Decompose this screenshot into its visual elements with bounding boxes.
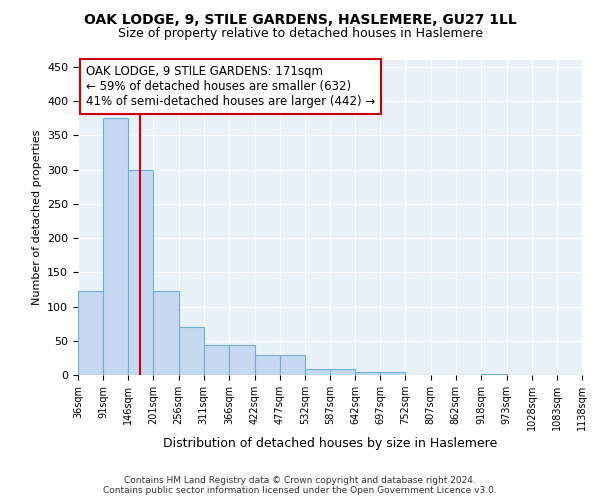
Text: OAK LODGE, 9, STILE GARDENS, HASLEMERE, GU27 1LL: OAK LODGE, 9, STILE GARDENS, HASLEMERE, … [83, 12, 517, 26]
Bar [582, 374, 600, 375]
Bar [229, 345, 254, 375]
Bar [103, 118, 128, 375]
Bar [204, 345, 229, 375]
Bar [355, 372, 380, 375]
Bar [330, 369, 355, 375]
Text: Size of property relative to detached houses in Haslemere: Size of property relative to detached ho… [118, 28, 482, 40]
Bar [254, 355, 280, 375]
X-axis label: Distribution of detached houses by size in Haslemere: Distribution of detached houses by size … [163, 437, 497, 450]
Bar [78, 292, 103, 375]
Bar [380, 372, 406, 375]
Bar [128, 170, 154, 375]
Bar [305, 369, 330, 375]
Bar [280, 355, 305, 375]
Text: Contains HM Land Registry data © Crown copyright and database right 2024.
Contai: Contains HM Land Registry data © Crown c… [103, 476, 497, 495]
Bar [154, 292, 179, 375]
Bar [179, 327, 204, 375]
Bar [481, 374, 506, 375]
Text: OAK LODGE, 9 STILE GARDENS: 171sqm
← 59% of detached houses are smaller (632)
41: OAK LODGE, 9 STILE GARDENS: 171sqm ← 59%… [86, 64, 375, 108]
Y-axis label: Number of detached properties: Number of detached properties [32, 130, 41, 305]
